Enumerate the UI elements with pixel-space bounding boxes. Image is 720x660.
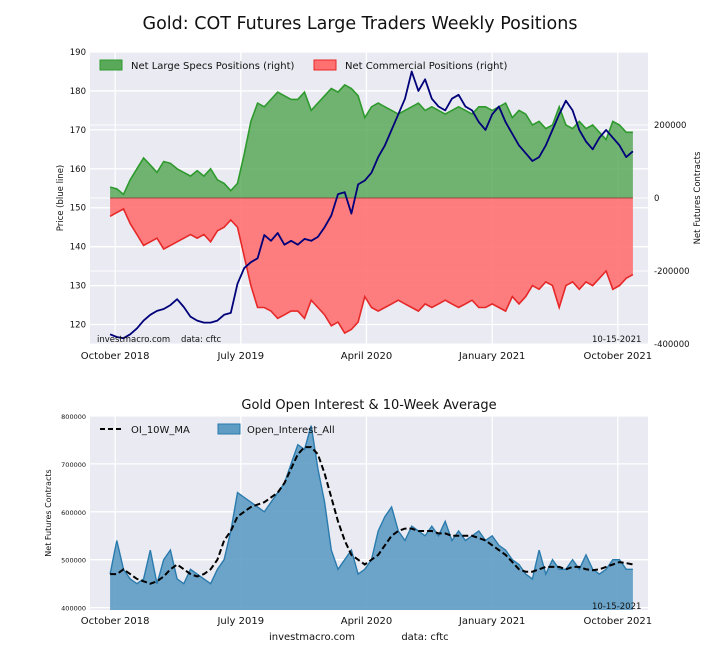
- top-left-tick-label: 160: [70, 165, 86, 175]
- top-right-tick-label: 0: [654, 194, 659, 204]
- price-line: [109, 70, 634, 340]
- bottom-y-tick-label: 400000: [61, 605, 86, 613]
- top-x-tick-label: January 2021: [458, 351, 526, 362]
- bottom-x-tick-label: October 2021: [584, 616, 653, 627]
- bottom-x-tick-label: January 2021: [458, 616, 526, 627]
- legend-label-specs: Net Large Specs Positions (right): [131, 61, 295, 72]
- open-interest-area: [110, 425, 633, 610]
- bottom-chart-title: Gold Open Interest & 10-Week Average: [241, 398, 496, 413]
- specs-line: [109, 83, 633, 196]
- bottom-x-tick-label: July 2019: [216, 616, 264, 627]
- top-area-series: [109, 70, 634, 340]
- commercial-line: [109, 207, 634, 335]
- bottom-area-series: [109, 425, 634, 610]
- bottom-x-tick-label: October 2018: [81, 616, 150, 627]
- top-right-tick-label: -200000: [654, 267, 690, 277]
- top-x-tick-label: April 2020: [341, 351, 392, 362]
- bottom-legend: OI_10W_MA Open_Interest_All: [100, 423, 335, 436]
- legend-swatch-oi: [217, 423, 241, 435]
- ma-line: [110, 446, 634, 585]
- top-legend: Net Large Specs Positions (right) Net Co…: [99, 59, 507, 72]
- commercial-area: [110, 198, 633, 334]
- bottom-y-tick-label: 700000: [61, 461, 86, 469]
- legend-swatch-specs: [99, 59, 123, 71]
- bottom-date: 10-15-2021: [592, 602, 641, 612]
- top-x-tick-label: October 2018: [81, 351, 150, 362]
- legend-label-ma: OI_10W_MA: [131, 425, 190, 436]
- top-axis-ticks: 120 130 140 150 160 170 180 190 200000 0 -200000 -4…: [70, 48, 690, 362]
- bottom-y-tick-label: 600000: [61, 509, 86, 517]
- top-right-axis-label: Net Futures Contracts: [693, 151, 703, 244]
- top-left-tick-label: 180: [70, 87, 86, 97]
- top-chart: 120 130 140 150 160 170 180 190 200000 0 -200000 -4…: [56, 48, 703, 362]
- bottom-axis-ticks: 400000 500000 600000 700000 800000 October 20…: [61, 413, 652, 627]
- top-left-tick-label: 190: [70, 48, 86, 58]
- top-watermark: investmacro.com: [97, 335, 170, 345]
- top-right-tick-label: -400000: [654, 340, 690, 350]
- bottom-axis-label: Net Futures Contracts: [44, 469, 53, 556]
- top-left-tick-label: 140: [70, 243, 86, 253]
- top-left-tick-label: 170: [70, 126, 86, 136]
- bottom-y-tick-label: 500000: [61, 557, 86, 565]
- bottom-y-tick-label: 800000: [61, 413, 86, 421]
- top-chart-title: Gold: COT Futures Large Traders Weekly P…: [142, 14, 578, 34]
- bottom-x-tick-label: April 2020: [341, 616, 392, 627]
- top-source: data: cftc: [181, 335, 222, 345]
- top-right-tick-label: 200000: [654, 121, 686, 131]
- top-left-tick-label: 150: [70, 204, 86, 214]
- top-left-tick-label: 130: [70, 282, 86, 292]
- footer-source: data: cftc: [401, 632, 448, 643]
- legend-swatch-commercial: [313, 59, 337, 71]
- top-x-tick-label: October 2021: [584, 351, 653, 362]
- bottom-chart: Gold Open Interest & 10-Week Average 400…: [44, 398, 652, 643]
- top-x-tick-label: July 2019: [216, 351, 264, 362]
- legend-label-oi: Open_Interest_All: [247, 425, 335, 436]
- top-date: 10-15-2021: [592, 335, 641, 345]
- footer-site: investmacro.com: [269, 632, 355, 643]
- legend-label-commercial: Net Commercial Positions (right): [345, 61, 507, 72]
- top-left-axis-label: Price (blue line): [56, 165, 66, 232]
- top-left-tick-label: 120: [70, 321, 86, 331]
